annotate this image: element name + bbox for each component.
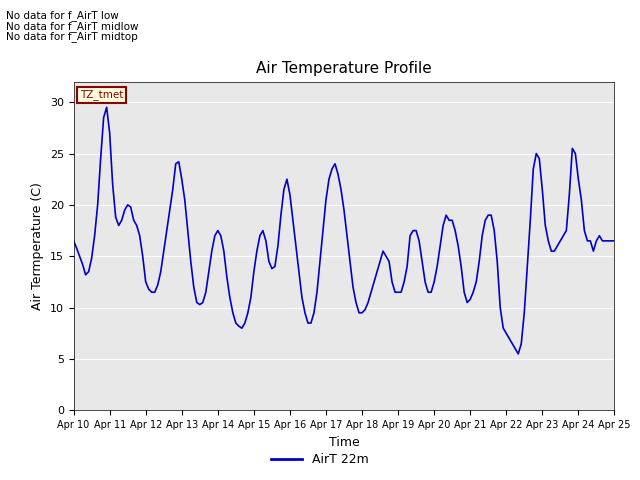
Y-axis label: Air Termperature (C): Air Termperature (C) xyxy=(31,182,44,310)
X-axis label: Time: Time xyxy=(328,436,360,449)
Text: No data for f_AirT low: No data for f_AirT low xyxy=(6,11,119,22)
Text: No data for f_AirT midlow: No data for f_AirT midlow xyxy=(6,21,139,32)
Title: Air Temperature Profile: Air Temperature Profile xyxy=(256,61,432,76)
Legend: AirT 22m: AirT 22m xyxy=(266,448,374,471)
Text: TZ_tmet: TZ_tmet xyxy=(80,89,124,100)
Text: No data for f_AirT midtop: No data for f_AirT midtop xyxy=(6,31,138,42)
